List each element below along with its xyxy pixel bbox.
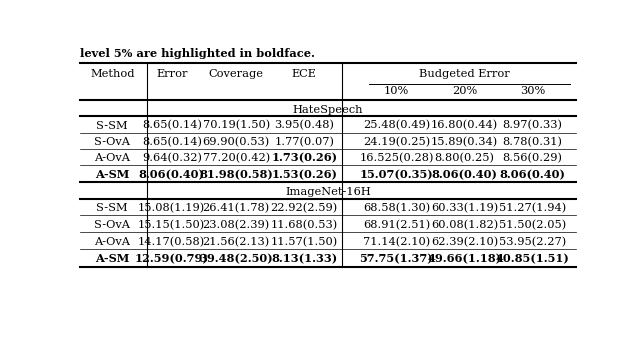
- Text: 11.57(1.50): 11.57(1.50): [271, 237, 338, 247]
- Text: 30%: 30%: [520, 86, 545, 96]
- Text: 8.06(0.40): 8.06(0.40): [499, 169, 565, 180]
- Text: Error: Error: [156, 69, 188, 79]
- Text: 3.95(0.48): 3.95(0.48): [274, 120, 334, 131]
- Text: 26.41(1.78): 26.41(1.78): [203, 203, 270, 213]
- Text: 8.56(0.29): 8.56(0.29): [502, 153, 563, 163]
- Text: 12.59(0.79): 12.59(0.79): [135, 253, 209, 264]
- Text: 16.80(0.44): 16.80(0.44): [431, 120, 498, 131]
- Text: 1.73(0.26): 1.73(0.26): [271, 153, 337, 163]
- Text: 49.66(1.18): 49.66(1.18): [428, 253, 502, 264]
- Text: A-SM: A-SM: [95, 253, 129, 264]
- Text: 1.53(0.26): 1.53(0.26): [271, 169, 337, 180]
- Text: 8.06(0.40): 8.06(0.40): [139, 169, 205, 180]
- Text: level 5% are highlighted in boldface.: level 5% are highlighted in boldface.: [80, 48, 315, 59]
- Text: 22.92(2.59): 22.92(2.59): [271, 203, 338, 213]
- Text: 60.08(1.82): 60.08(1.82): [431, 220, 498, 230]
- Text: 51.50(2.05): 51.50(2.05): [499, 220, 566, 230]
- Text: 57.75(1.37): 57.75(1.37): [360, 253, 433, 264]
- Text: 20%: 20%: [452, 86, 477, 96]
- Text: 8.78(0.31): 8.78(0.31): [502, 136, 563, 147]
- Text: HateSpeech: HateSpeech: [292, 104, 364, 115]
- Text: S-OvA: S-OvA: [94, 220, 131, 230]
- Text: 81.98(0.58): 81.98(0.58): [199, 169, 273, 180]
- Text: Method: Method: [90, 69, 134, 79]
- Text: 8.65(0.14): 8.65(0.14): [142, 120, 202, 131]
- Text: 8.06(0.40): 8.06(0.40): [431, 169, 497, 180]
- Text: 24.19(0.25): 24.19(0.25): [363, 136, 430, 147]
- Text: S-OvA: S-OvA: [94, 137, 131, 147]
- Text: 9.64(0.32): 9.64(0.32): [142, 153, 202, 163]
- Text: A-OvA: A-OvA: [94, 153, 131, 163]
- Text: 40.85(1.51): 40.85(1.51): [495, 253, 570, 264]
- Text: 14.17(0.58): 14.17(0.58): [138, 237, 205, 247]
- Text: 68.58(1.30): 68.58(1.30): [363, 203, 430, 213]
- Text: ECE: ECE: [292, 69, 317, 79]
- Text: 25.48(0.49): 25.48(0.49): [363, 120, 430, 131]
- Text: 23.08(2.39): 23.08(2.39): [203, 220, 270, 230]
- Text: 8.65(0.14): 8.65(0.14): [142, 136, 202, 147]
- Text: 15.07(0.35): 15.07(0.35): [360, 169, 433, 180]
- Text: ImageNet-16H: ImageNet-16H: [285, 187, 371, 197]
- Text: 71.14(2.10): 71.14(2.10): [363, 237, 430, 247]
- Text: 62.39(2.10): 62.39(2.10): [431, 237, 498, 247]
- Text: 15.15(1.50): 15.15(1.50): [138, 220, 205, 230]
- Text: 16.525(0.28): 16.525(0.28): [359, 153, 434, 163]
- Text: 15.08(1.19): 15.08(1.19): [138, 203, 205, 213]
- Text: 10%: 10%: [384, 86, 409, 96]
- Text: A-SM: A-SM: [95, 169, 129, 180]
- Text: 11.68(0.53): 11.68(0.53): [271, 220, 338, 230]
- Text: 21.56(2.13): 21.56(2.13): [203, 237, 270, 247]
- Text: 60.33(1.19): 60.33(1.19): [431, 203, 498, 213]
- Text: 8.80(0.25): 8.80(0.25): [435, 153, 495, 163]
- Text: 51.27(1.94): 51.27(1.94): [499, 203, 566, 213]
- Text: 15.89(0.34): 15.89(0.34): [431, 136, 498, 147]
- Text: 8.97(0.33): 8.97(0.33): [502, 120, 563, 131]
- Text: 39.48(2.50): 39.48(2.50): [200, 253, 273, 264]
- Text: 77.20(0.42): 77.20(0.42): [203, 153, 270, 163]
- Text: A-OvA: A-OvA: [94, 237, 131, 247]
- Text: 68.91(2.51): 68.91(2.51): [363, 220, 430, 230]
- Text: 1.77(0.07): 1.77(0.07): [274, 136, 334, 147]
- Text: 53.95(2.27): 53.95(2.27): [499, 237, 566, 247]
- Text: Budgeted Error: Budgeted Error: [419, 69, 510, 79]
- Text: S-SM: S-SM: [97, 203, 128, 213]
- Text: Coverage: Coverage: [209, 69, 264, 79]
- Text: 8.13(1.33): 8.13(1.33): [271, 253, 337, 264]
- Text: S-SM: S-SM: [97, 120, 128, 131]
- Text: 69.90(0.53): 69.90(0.53): [203, 136, 270, 147]
- Text: 70.19(1.50): 70.19(1.50): [203, 120, 270, 131]
